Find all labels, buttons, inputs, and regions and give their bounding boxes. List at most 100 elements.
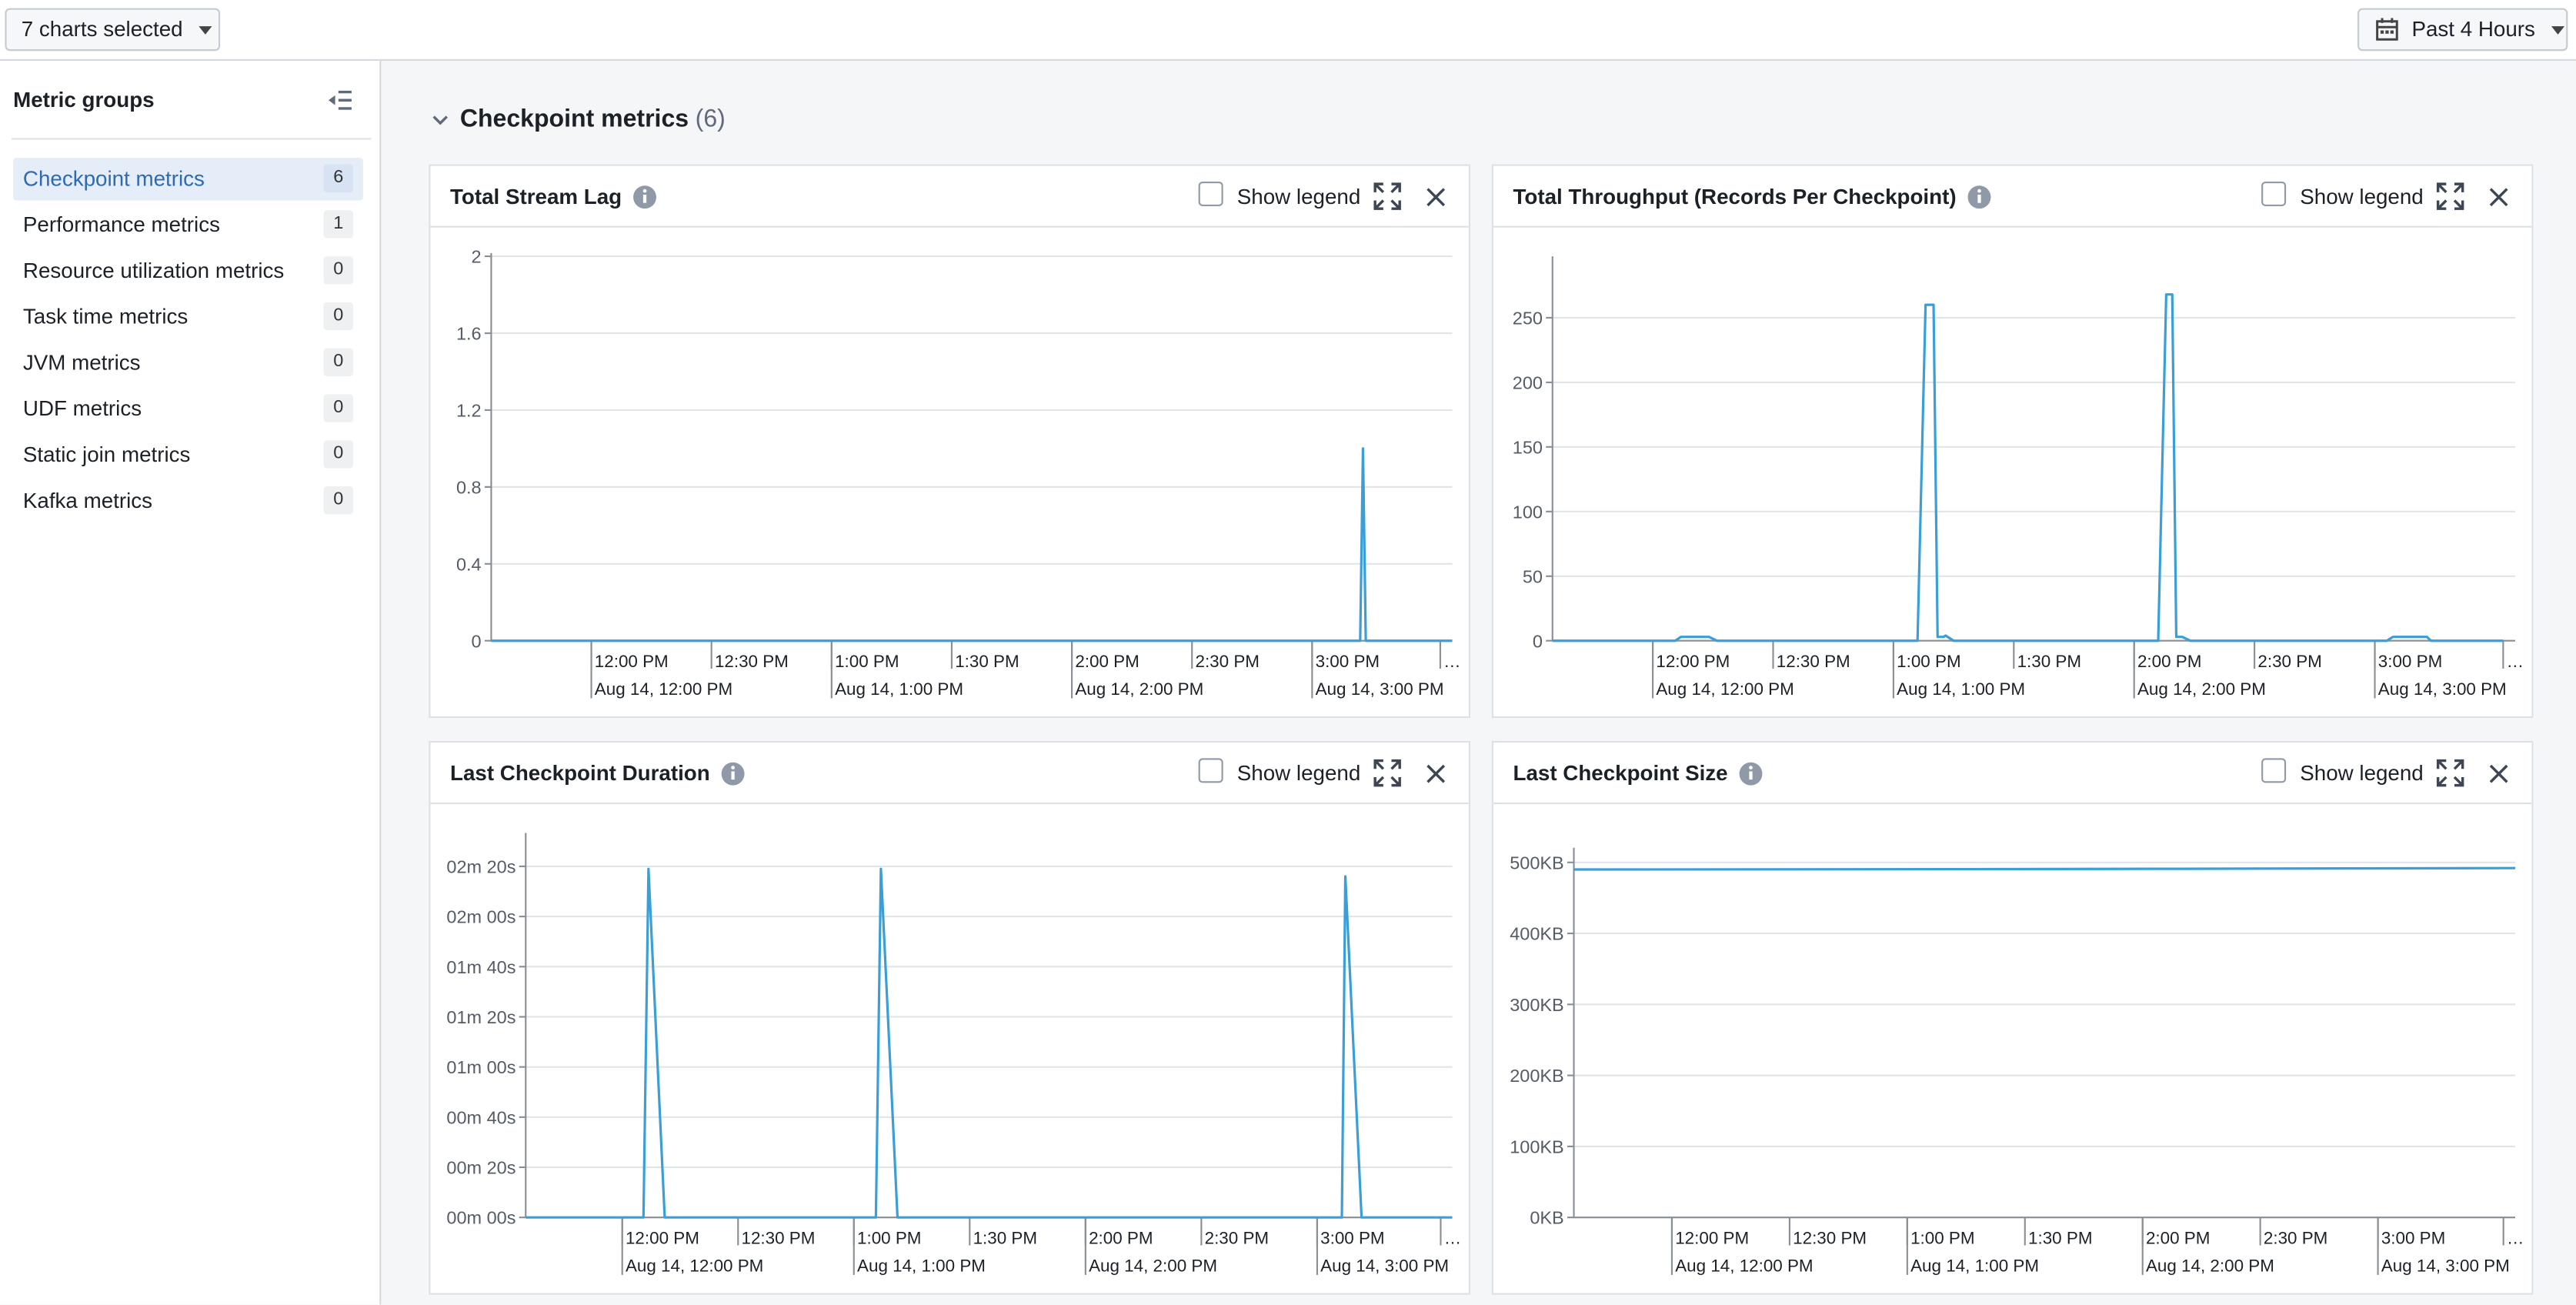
close-icon[interactable] [1426,188,1446,207]
legend-checkbox[interactable] [1198,758,1223,783]
sidebar: Metric groups Checkpoint metrics 6 Perform… [0,61,382,1305]
info-dot [642,189,647,193]
section-count: (6) [695,105,726,133]
collapse-icon[interactable] [327,88,353,112]
close-icon[interactable] [1426,764,1446,783]
series-line [1573,866,2515,871]
metric-group-count: 0 [323,256,354,285]
expand-icon[interactable] [1373,759,1401,787]
info-dot [1977,189,1981,193]
x-tick-label: … [1444,1228,1461,1247]
x-tick-label: 2:30 PM [2257,652,2321,671]
x-tick-label: 2:00 PM [2146,1228,2210,1247]
y-tick-label: 01m 00s [446,1057,516,1077]
expand-icon[interactable] [2436,182,2464,210]
series-line [491,447,1453,642]
metric-group-item[interactable]: JVM metrics 0 [13,342,363,385]
x-tick-label: … [2507,652,2524,671]
x-major-tick-label: Aug 14, 2:00 PM [1089,1257,1217,1276]
y-tick-label: 100 [1513,502,1543,522]
info-glyph [1977,195,1981,203]
legend-toggle-label: Show legend [1237,185,1360,209]
legend-checkbox[interactable] [2261,758,2287,783]
x-tick-label: … [2507,1228,2524,1247]
legend-checkbox[interactable] [2261,181,2287,206]
x-tick-label: 12:30 PM [1793,1228,1867,1247]
series-line [526,867,1453,1219]
metric-group-item[interactable]: Static join metrics 0 [13,434,363,477]
info-dot [731,766,735,769]
metric-group-count: 0 [323,348,354,376]
x-tick-label: 1:00 PM [857,1228,921,1247]
toolbar: 7 charts selected Past 4 Hours [0,0,2576,62]
chevron[interactable] [430,110,450,130]
chart-title: Last Checkpoint Duration [450,761,710,785]
chart-card: Last Checkpoint Duration Show legend 00m 0… [429,740,1471,1295]
x-major-tick-label: Aug 14, 12:00 PM [626,1257,763,1276]
metric-group-item[interactable]: Kafka metrics 0 [13,479,363,522]
x-tick-label: 2:30 PM [1195,652,1259,671]
x-major-tick-label: Aug 14, 3:00 PM [1316,679,1444,699]
info-dot [1749,766,1753,769]
chart-title: Total Throughput (Records Per Checkpoint… [1513,185,1957,209]
y-tick-label: 0.4 [456,554,482,574]
y-tick-label: 200KB [1510,1066,1563,1086]
x-major-tick-label: Aug 14, 1:00 PM [1910,1257,2039,1276]
x-tick-label: 1:00 PM [1910,1228,1974,1247]
info-icon [1967,185,1991,209]
x-tick-label: 1:30 PM [2028,1228,2092,1247]
metric-group-label: JVM metrics [22,349,141,375]
info-glyph [1749,771,1753,780]
caret [199,25,213,34]
y-tick-label: 02m 20s [446,856,516,876]
time-range-button[interactable]: Past 4 Hours [2357,8,2568,52]
x-tick-label: 12:30 PM [742,1228,816,1247]
close-icon[interactable] [2489,188,2508,207]
metric-group-item[interactable]: Task time metrics 0 [13,295,363,339]
chart-card: Total Throughput (Records Per Checkpoint… [1491,164,2534,719]
metric-group-label: Checkpoint metrics [22,165,205,191]
section-title: Checkpoint metrics [459,105,689,133]
chart-title: Total Stream Lag [450,185,622,209]
y-tick-label: 250 [1513,308,1543,328]
chart-card: Total Stream Lag Show legend 0 0.4 0.8 1.2 1.6… [429,164,1471,719]
x-tick-label: 1:30 PM [2017,652,2081,671]
x-tick-label: 2:00 PM [2137,652,2201,671]
metric-group-item[interactable]: UDF metrics 0 [13,388,363,431]
time-range: Past 4 Hours [2411,16,2535,42]
y-tick-label: 0 [472,631,482,651]
x-major-tick-label: Aug 14, 1:00 PM [1897,679,2025,699]
series-line [1552,293,2504,642]
chart-select-button[interactable]: 7 charts selected [5,8,221,52]
metric-group-item[interactable]: Resource utilization metrics 0 [13,250,363,293]
y-tick-label: 150 [1513,437,1543,457]
y-tick-label: 200 [1513,372,1543,392]
x-tick-label: 3:00 PM [2381,1228,2445,1247]
expand-glyph [1373,182,1401,210]
y-tick-label: 00m 20s [446,1158,516,1178]
expand-icon[interactable] [1373,182,1401,210]
y-tick-label: 1.2 [456,400,482,420]
legend-toggle-label: Show legend [1237,761,1360,785]
metric-group-label: Resource utilization metrics [22,258,285,283]
chart-title: Last Checkpoint Size [1513,761,1728,785]
y-tick-label: 0KB [1530,1208,1563,1228]
expand-icon[interactable] [2436,759,2464,787]
chart-selection: 7 charts selected [21,16,183,42]
y-tick-label: 100KB [1510,1136,1563,1156]
metric-group-count: 0 [323,440,354,469]
metric-group-item[interactable]: Performance metrics 1 [13,204,363,247]
x-tick-label: 12:30 PM [1777,652,1850,671]
x-tick-label: 2:30 PM [2264,1228,2327,1247]
calendar-icon [2376,18,2398,41]
metric-group-count: 1 [323,210,354,239]
y-tick-label: 01m 20s [446,1007,516,1027]
info-icon [633,185,656,209]
x-tick-label: 1:00 PM [1897,652,1960,671]
close-icon[interactable] [2489,764,2508,783]
y-tick-label: 300KB [1510,995,1563,1015]
metric-group-item[interactable]: Checkpoint metrics 6 [13,157,363,201]
y-tick-label: 01m 40s [446,957,516,977]
legend-checkbox[interactable] [1198,181,1223,206]
